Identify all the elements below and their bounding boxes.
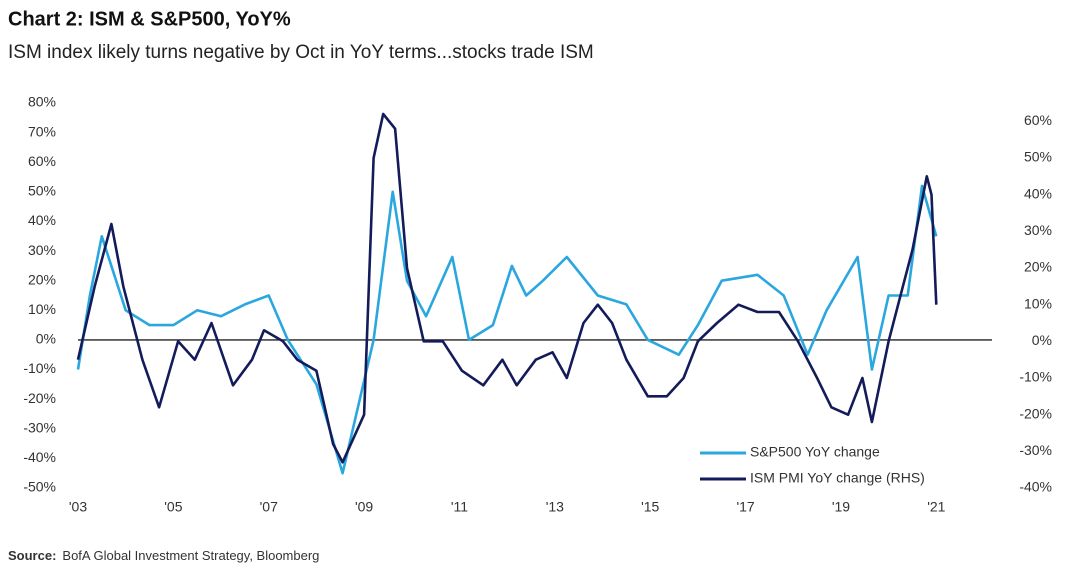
y-tick-label: -10% (23, 360, 56, 376)
y2-tick-label: 60% (1024, 112, 1052, 128)
y-tick-label: 30% (28, 242, 56, 258)
y-tick-label: 60% (28, 153, 56, 169)
series-line (76, 112, 938, 464)
y-tick-label: 70% (28, 123, 56, 139)
y-tick-label: 50% (28, 183, 56, 199)
x-tick-label: '13 (546, 499, 564, 515)
x-tick-label: '19 (832, 499, 850, 515)
x-tick-label: '03 (69, 499, 87, 515)
legend-label: S&P500 YoY change (750, 444, 880, 460)
legend-label: ISM PMI YoY change (RHS) (750, 470, 925, 486)
y-tick-label: 80% (28, 94, 56, 110)
source: Source: BofA Global Investment Strategy, … (8, 548, 319, 563)
y2-tick-label: 50% (1024, 149, 1052, 165)
chart-title: Chart 2: ISM & S&P500, YoY% (8, 8, 291, 30)
y2-tick-label: -30% (1019, 442, 1052, 458)
source-text: BofA Global Investment Strategy, Bloombe… (62, 548, 319, 563)
y-tick-label: 0% (36, 331, 56, 347)
x-tick-label: '21 (927, 499, 945, 515)
x-tick-label: '17 (736, 499, 754, 515)
y2-tick-label: 40% (1024, 185, 1052, 201)
y-tick-label: -20% (23, 390, 56, 406)
x-tick-label: '09 (355, 499, 373, 515)
y-tick-label: 20% (28, 271, 56, 287)
y-tick-label: -40% (23, 449, 56, 465)
y-tick-label: -50% (23, 479, 56, 495)
chart-subtitle: ISM index likely turns negative by Oct i… (8, 42, 594, 63)
y2-tick-label: -10% (1019, 369, 1052, 385)
y2-tick-label: -20% (1019, 405, 1052, 421)
x-tick-label: '07 (260, 499, 278, 515)
x-tick-label: '11 (451, 499, 468, 515)
y2-tick-label: 30% (1024, 222, 1052, 238)
y-tick-label: 40% (28, 212, 56, 228)
y2-tick-label: 0% (1032, 332, 1052, 348)
source-label: Source: (8, 548, 56, 563)
y-tick-label: 10% (28, 301, 56, 317)
x-tick-label: '05 (164, 499, 182, 515)
y2-tick-label: 10% (1024, 295, 1052, 311)
y-tick-label: -30% (23, 419, 56, 435)
series-line (76, 184, 938, 475)
x-tick-label: '15 (641, 499, 659, 515)
y2-tick-label: -40% (1019, 479, 1052, 495)
y2-tick-label: 20% (1024, 259, 1052, 275)
